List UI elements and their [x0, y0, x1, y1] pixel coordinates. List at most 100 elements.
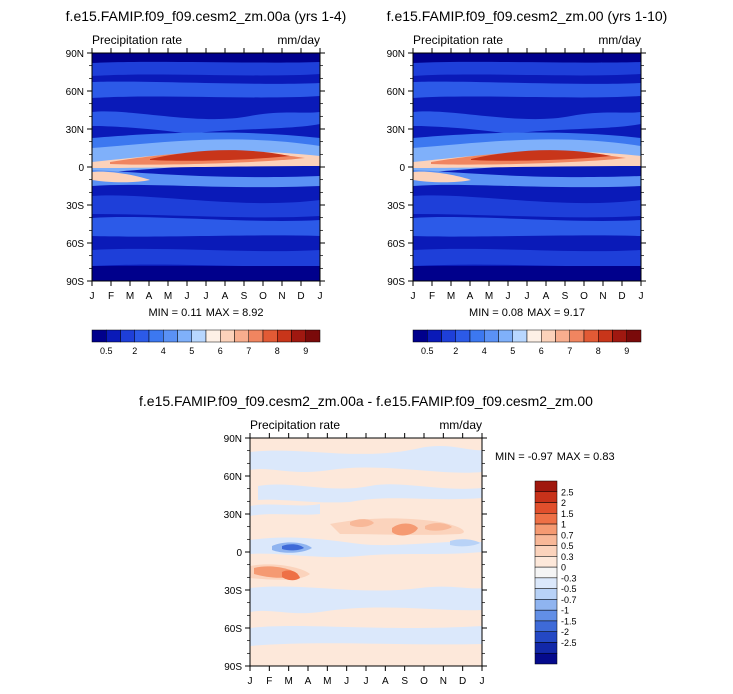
colorbar-label: 0.3 — [561, 552, 574, 562]
band-itcz-core — [471, 150, 611, 161]
colorbar-label: 0 — [561, 563, 566, 573]
panel-3-variable-label: Precipitation rate — [250, 418, 340, 432]
band-north-storm-track — [92, 81, 320, 98]
x-tick-label: J — [506, 291, 511, 302]
diff-jun-positive — [350, 519, 374, 528]
colorbar-label: -1.5 — [561, 616, 577, 626]
x-tick-label: O — [259, 291, 267, 302]
colorbar-label: 6 — [539, 346, 544, 356]
band-itcz-core — [150, 150, 290, 161]
colorbar-swatch — [534, 545, 558, 557]
colorbar-label: 7 — [567, 346, 572, 356]
x-tick-label: A — [382, 676, 389, 687]
colorbar-swatch — [305, 329, 321, 343]
colorbar-swatch — [441, 329, 456, 343]
colorbar-swatch — [106, 329, 121, 343]
x-tick-label: J — [344, 676, 349, 687]
panel-1-units-label: mm/day — [277, 33, 320, 47]
colorbar-label: 9 — [624, 346, 629, 356]
y-tick-label: 90S — [66, 277, 84, 288]
y-tick-label: 90S — [224, 662, 242, 673]
x-tick-label: J — [204, 291, 209, 302]
y-tick-label: 30S — [387, 201, 405, 212]
panel-2-variable-label: Precipitation rate — [413, 33, 503, 47]
panel-2-units-label: mm/day — [598, 33, 641, 47]
colorbar-label: 0.7 — [561, 530, 574, 540]
panel-1-y-axis: 90N 60N 30N 0 30S 60S 90S — [66, 49, 325, 288]
x-tick-label: A — [305, 676, 312, 687]
colorbar-swatch — [455, 329, 471, 343]
colorbar-swatch — [163, 329, 178, 343]
colorbar-swatch — [534, 480, 558, 493]
colorbar-swatch — [469, 329, 485, 343]
x-tick-label: O — [420, 676, 428, 687]
colorbar-swatch — [555, 329, 570, 343]
x-tick-label: F — [266, 676, 272, 687]
colorbar-swatch — [534, 556, 558, 568]
colorbar-swatch — [534, 491, 558, 503]
colorbar-swatch — [534, 609, 558, 622]
panel-1-min-label: MIN = — [148, 307, 181, 319]
panel-2-max-label: MAX = — [527, 307, 563, 319]
x-tick-label: J — [185, 291, 190, 302]
y-tick-label: 90S — [387, 277, 405, 288]
diff-dec-negative — [450, 539, 480, 547]
colorbar-swatch — [526, 329, 542, 343]
colorbar-swatch — [277, 329, 292, 343]
y-tick-label: 0 — [236, 548, 242, 559]
panel-2-title: f.e15.FAMIP.f09_f09.cesm2_zm.00 (yrs 1-1… — [387, 8, 668, 24]
colorbar-swatch — [534, 631, 558, 643]
colorbar-swatch — [234, 329, 249, 343]
panel-2-y-axis: 90N 60N 30N 0 30S 60S 90S — [387, 49, 646, 288]
colorbar-swatch — [534, 652, 558, 665]
x-tick-label: N — [278, 291, 285, 302]
y-tick-label: 30N — [224, 510, 242, 521]
diff-sep-positive-core — [392, 523, 418, 536]
colorbar-swatch — [534, 502, 558, 514]
colorbar-swatch — [534, 566, 558, 579]
diff-north-blue-band — [250, 446, 482, 473]
x-tick-label: J — [364, 676, 369, 687]
y-tick-label: 60S — [224, 624, 242, 635]
colorbar-swatch — [191, 329, 207, 343]
band-north-subtropics — [413, 111, 641, 134]
panel-3-min-value: -0.97 — [528, 451, 553, 463]
colorbar-label: 7 — [246, 346, 251, 356]
y-tick-label: 60S — [66, 239, 84, 250]
colorbar-label: 4 — [161, 346, 166, 356]
panel-3-max-label: MAX = — [557, 451, 593, 463]
colorbar-label: 2.5 — [561, 487, 574, 497]
colorbar-swatch — [205, 329, 221, 343]
panel-3-units-label: mm/day — [439, 418, 482, 432]
x-tick-label: A — [146, 291, 153, 302]
panel-1-min-value: 0.11 — [181, 307, 202, 319]
colorbar-label: 5 — [510, 346, 515, 356]
x-tick-label: J — [639, 291, 644, 302]
colorbar-label: 8 — [596, 346, 601, 356]
panel-3-stats: MIN = -0.97 MAX = 0.83 — [495, 451, 615, 463]
panel-3-field — [250, 438, 482, 666]
x-tick-label: M — [485, 291, 493, 302]
y-tick-label: 60N — [224, 472, 242, 483]
colorbar-swatch — [534, 642, 558, 654]
colorbar-swatch — [120, 329, 135, 343]
panel-2-min-label: MIN = — [469, 307, 502, 319]
panel-3-colorbar: 2.521.510.70.50.30-0.3-0.5-0.7-1-1.5-2-2… — [534, 480, 577, 665]
diff-oct-positive — [425, 523, 452, 531]
colorbar-swatch — [534, 577, 558, 589]
colorbar-swatch — [534, 523, 558, 536]
diff-equator-blue — [250, 537, 482, 558]
panel-3-max-value: 0.83 — [593, 451, 614, 463]
x-tick-label: F — [108, 291, 114, 302]
diff-north-mid-blue — [258, 484, 482, 503]
y-tick-label: 30N — [387, 125, 405, 136]
colorbar-swatch — [626, 329, 642, 343]
y-tick-label: 90N — [66, 49, 84, 60]
colorbar-swatch — [148, 329, 164, 343]
x-tick-label: A — [543, 291, 550, 302]
y-tick-label: 60N — [66, 87, 84, 98]
y-tick-label: 0 — [399, 163, 405, 174]
colorbar-label: -2.5 — [561, 638, 577, 648]
